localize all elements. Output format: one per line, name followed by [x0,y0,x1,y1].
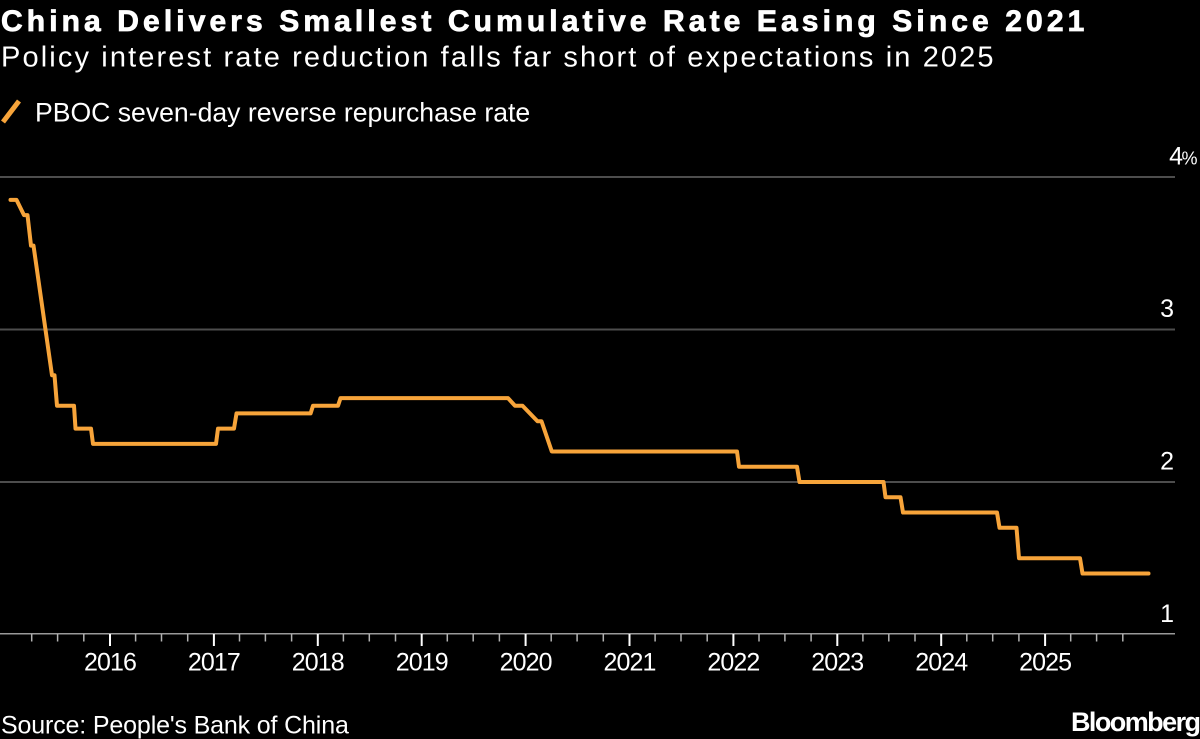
svg-text:2022: 2022 [707,649,759,677]
svg-text:Policy interest rate reduction: Policy interest rate reduction falls far… [1,42,996,74]
svg-text:2016: 2016 [84,649,136,677]
svg-text:2: 2 [1160,448,1174,476]
svg-text:4: 4 [1169,143,1183,171]
svg-text:2020: 2020 [500,649,552,677]
svg-text:2025: 2025 [1019,649,1071,677]
svg-text:2024: 2024 [915,649,968,677]
svg-text:2023: 2023 [811,649,863,677]
svg-text:3: 3 [1160,295,1174,323]
svg-text:Bloomberg: Bloomberg [1071,707,1200,737]
svg-text:2017: 2017 [188,649,240,677]
svg-text:China Delivers Smallest Cumula: China Delivers Smallest Cumulative Rate … [1,5,1088,38]
svg-text:%: % [1181,149,1197,169]
svg-text:Source: People's Bank of China: Source: People's Bank of China [1,711,349,739]
svg-text:PBOC seven-day reverse repurch: PBOC seven-day reverse repurchase rate [35,97,530,127]
svg-text:1: 1 [1160,600,1174,628]
svg-text:2019: 2019 [396,649,448,677]
svg-text:2018: 2018 [292,649,344,677]
svg-text:2021: 2021 [603,649,655,677]
